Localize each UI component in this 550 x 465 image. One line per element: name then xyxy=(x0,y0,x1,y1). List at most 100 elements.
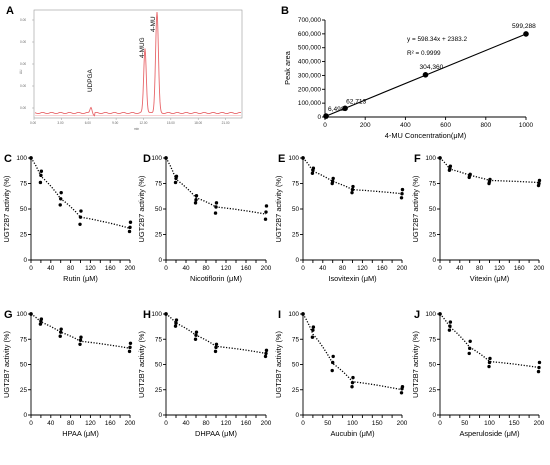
y-axis-label: UGT2B7 activity (%) xyxy=(2,176,11,243)
x-tick-label: 40 xyxy=(47,420,55,427)
data-point xyxy=(173,180,178,185)
data-point xyxy=(164,156,168,160)
x-tick-label: 1000 xyxy=(519,122,534,129)
panel-c: C 0 25 50 75 100 0 40 80 120 160 200 UGT2B7 activity… xyxy=(2,153,136,283)
fit-curve xyxy=(439,157,540,184)
x-tick-label: 120 xyxy=(85,265,96,272)
panel-a: A AU min 0.00 0.00 0.00 0.00 0.00 0.00 3.00 6.00 9.… xyxy=(6,5,243,131)
data-point xyxy=(488,356,492,361)
data-point xyxy=(438,312,442,316)
point-label: 599,288 xyxy=(512,23,536,30)
data-point xyxy=(350,190,354,195)
chromatogram-trace xyxy=(34,11,242,117)
panel-label-i: I xyxy=(278,309,281,321)
y-tick-label: 0 xyxy=(432,412,436,419)
y-tick-label: 75 xyxy=(155,336,163,343)
x-tick-label: 150 xyxy=(372,420,383,427)
data-point xyxy=(59,190,63,195)
data-point xyxy=(79,209,83,213)
fit-curve xyxy=(30,313,131,349)
data-point xyxy=(173,324,178,328)
panel-label-d: D xyxy=(143,153,151,165)
x-tick-label: 200 xyxy=(125,420,136,427)
y-axis-label: UGT2B7 activity (%) xyxy=(137,176,146,243)
data-point xyxy=(29,156,33,160)
data-point xyxy=(193,337,198,341)
data-point xyxy=(537,178,542,183)
y-axis-label: UGT2B7 activity (%) xyxy=(2,331,11,398)
x-tick-label: 120 xyxy=(494,265,505,272)
data-point xyxy=(78,222,82,226)
data-point xyxy=(264,351,268,356)
chromatogram-y-tick-label: 0.00 xyxy=(20,84,26,88)
x-tick-label: 40 xyxy=(47,265,55,272)
y-tick-label: 25 xyxy=(20,387,28,394)
data-point xyxy=(311,166,316,170)
data-point xyxy=(78,338,83,342)
x-tick-label: 0 xyxy=(301,420,305,427)
data-point xyxy=(59,327,63,331)
y-tick-label: 25 xyxy=(155,387,163,394)
data-point xyxy=(128,225,132,230)
data-point xyxy=(351,184,355,189)
x-tick-label: 40 xyxy=(182,420,190,427)
data-point xyxy=(400,187,405,192)
data-point xyxy=(301,312,305,316)
data-point xyxy=(350,385,354,389)
x-axis-label: Nicotiflorin (μM) xyxy=(190,274,242,283)
panel-e: E 0 25 50 75 100 0 40 80 120 160 200 UGT2B7 activity… xyxy=(274,153,408,283)
point-label: 304,360 xyxy=(420,64,444,71)
x-tick-label: 0 xyxy=(438,420,442,427)
data-point xyxy=(214,201,219,205)
x-tick-label: 200 xyxy=(534,420,545,427)
x-tick-label: 40 xyxy=(319,265,327,272)
data-point xyxy=(301,156,305,160)
data-point xyxy=(448,164,453,168)
y-tick-label: 100 xyxy=(425,155,436,162)
panel-f: F 0 25 50 75 100 0 40 80 120 160 200 UGT2B7 activity… xyxy=(411,153,545,283)
x-tick-label: 200 xyxy=(397,265,408,272)
panel-label-c: C xyxy=(4,153,12,165)
x-axis-label: Isovitexin (μM) xyxy=(328,274,376,283)
y-tick-label: 75 xyxy=(20,336,28,343)
data-point xyxy=(399,196,404,200)
y-tick-label: 300,000 xyxy=(298,72,322,79)
x-tick-label: 0 xyxy=(29,265,33,272)
data-point xyxy=(487,364,491,369)
x-tick-label: 80 xyxy=(202,420,210,427)
y-tick-label: 50 xyxy=(155,206,163,213)
data-point xyxy=(213,211,218,215)
data-point xyxy=(38,322,43,326)
data-point xyxy=(400,385,405,389)
panel-g: G 0 25 50 75 100 0 40 80 120 160 200 UGT2B7 activity… xyxy=(2,309,136,438)
panel-label-j: J xyxy=(414,309,420,321)
data-point xyxy=(400,192,404,196)
panel-i: I 0 25 50 75 100 0 50 100 150 200 UGT2B7 activity (… xyxy=(274,309,408,438)
x-tick-label: 160 xyxy=(105,265,116,272)
y-tick-label: 25 xyxy=(155,232,163,239)
data-point xyxy=(438,156,442,160)
data-point xyxy=(342,105,348,112)
x-tick-label: 120 xyxy=(357,265,368,272)
data-point xyxy=(310,171,315,175)
y-tick-label: 50 xyxy=(292,206,300,213)
panel-label-f: F xyxy=(414,153,421,165)
data-point xyxy=(58,203,62,207)
x-tick-label: 400 xyxy=(400,122,411,129)
data-point xyxy=(536,369,541,374)
x-tick-label: 80 xyxy=(67,265,75,272)
x-tick-label: 80 xyxy=(476,265,484,272)
data-point xyxy=(331,176,335,181)
data-point xyxy=(310,335,315,339)
data-point xyxy=(38,180,43,185)
y-tick-label: 100 xyxy=(288,311,299,318)
chromatogram-y-label: AU xyxy=(19,69,23,74)
y-tick-label: 0 xyxy=(158,257,162,264)
x-tick-label: 120 xyxy=(85,420,96,427)
y-tick-label: 50 xyxy=(292,362,300,369)
fit-curve xyxy=(165,157,267,215)
data-point xyxy=(194,330,199,334)
data-point xyxy=(214,205,218,209)
x-tick-label: 160 xyxy=(241,265,252,272)
y-tick-label: 50 xyxy=(20,362,28,369)
